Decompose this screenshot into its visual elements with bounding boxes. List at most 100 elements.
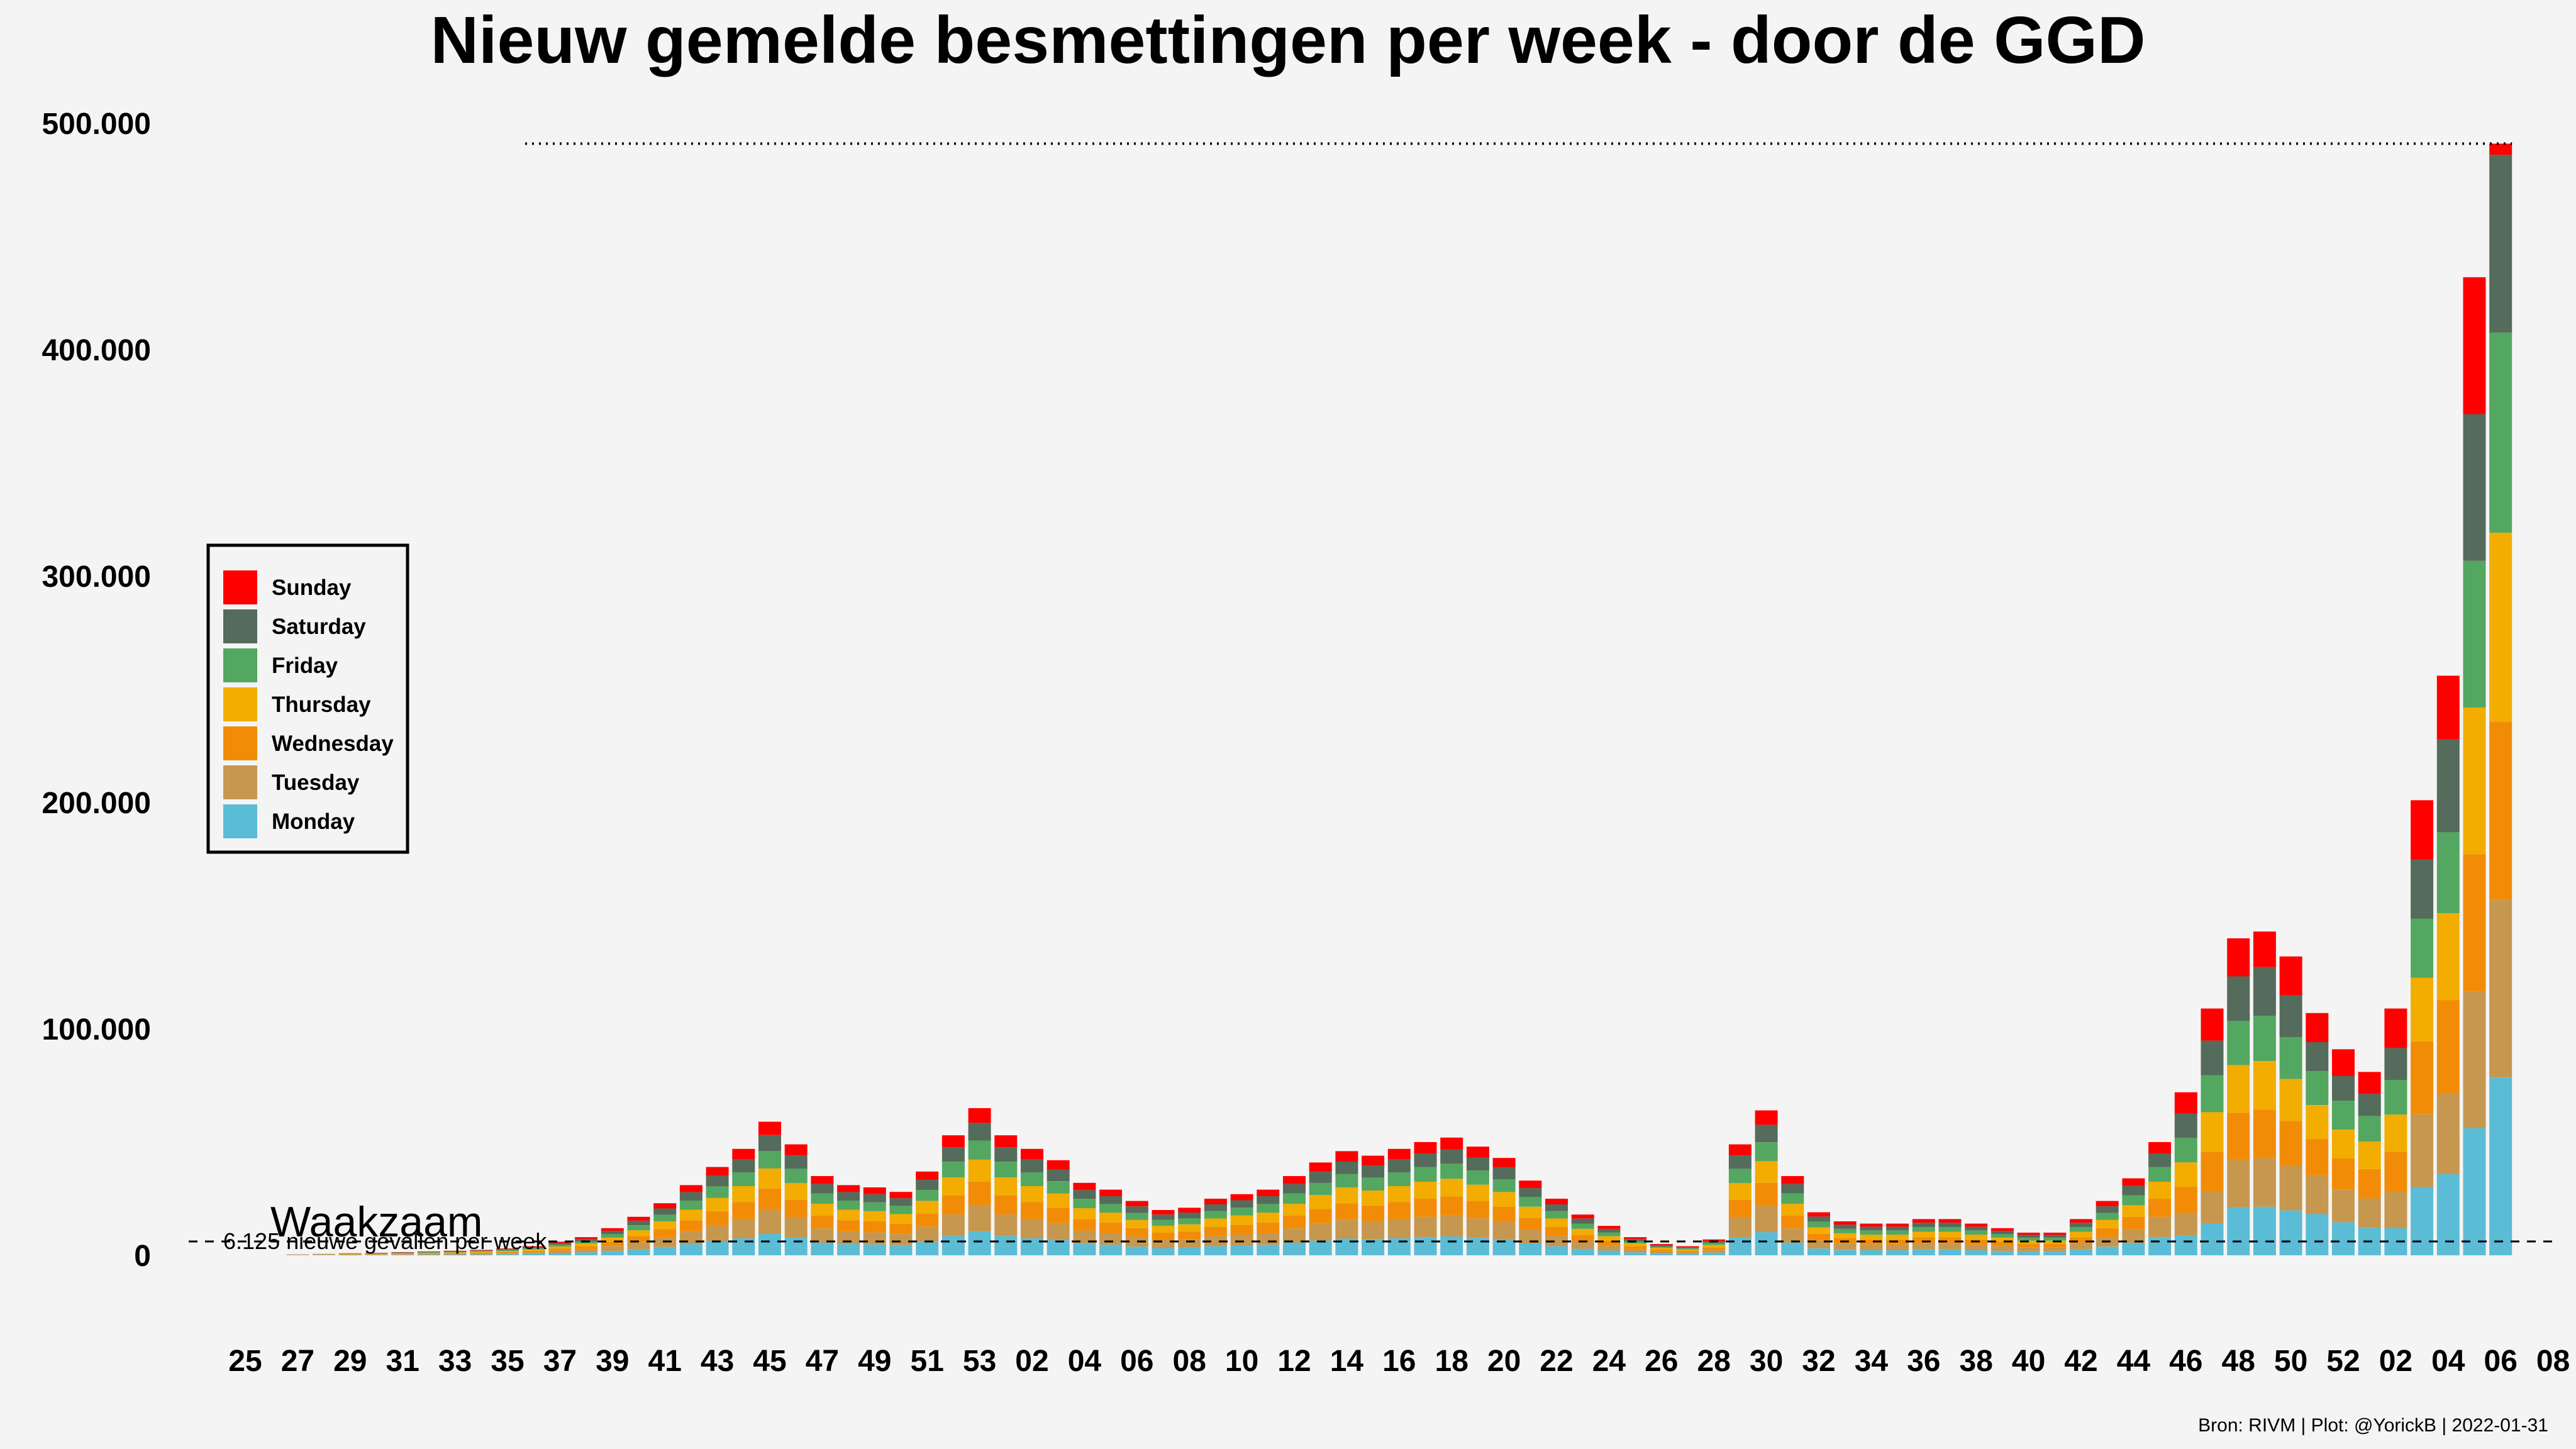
bar-segment-saturday bbox=[627, 1220, 650, 1226]
bar-segment-tuesday bbox=[2122, 1229, 2145, 1243]
bar-segment-tuesday bbox=[1571, 1241, 1594, 1249]
x-axis: 25 27 29 31 33 35 37 39 41 43 45 47 49 51 53 02 04 06 08 10… bbox=[228, 1345, 2570, 1378]
bar-segment-sunday bbox=[1152, 1210, 1175, 1215]
bar-segment-tuesday bbox=[732, 1219, 755, 1238]
bar-segment-sunday bbox=[2043, 1233, 2067, 1235]
bar-segment-thursday bbox=[1833, 1233, 1857, 1238]
x-tick-label: 24 bbox=[1592, 1345, 1626, 1378]
bar-segment-saturday bbox=[2070, 1223, 2092, 1228]
bar-segment-friday bbox=[2174, 1138, 2197, 1163]
bar-segment-sunday bbox=[601, 1228, 624, 1231]
bar-segment-sunday bbox=[1387, 1148, 1411, 1160]
bar-segment-thursday bbox=[1466, 1184, 1489, 1201]
bar-segment-friday bbox=[2489, 332, 2512, 533]
legend-label-saturday: Saturday bbox=[272, 614, 366, 639]
bar-segment-wednesday bbox=[732, 1202, 755, 1219]
bar-segment-monday bbox=[1571, 1248, 1594, 1255]
bar-segment-sunday bbox=[2489, 143, 2512, 155]
bar-segment-monday bbox=[2279, 1210, 2302, 1255]
bar-segment-monday bbox=[1414, 1237, 1437, 1255]
bar-segment-sunday bbox=[1492, 1158, 1516, 1168]
bar-segment-friday bbox=[889, 1206, 913, 1214]
bar-segment-thursday bbox=[522, 1249, 545, 1251]
bar-segment-wednesday bbox=[575, 1246, 598, 1250]
bar-segment-sunday bbox=[2332, 1049, 2355, 1076]
bar-segment-wednesday bbox=[1387, 1202, 1411, 1219]
bar-segment-wednesday bbox=[2096, 1228, 2119, 1237]
bar-segment-tuesday bbox=[2463, 991, 2486, 1128]
bar-segment-saturday bbox=[1755, 1124, 1778, 1143]
bar-segment-saturday bbox=[1309, 1172, 1332, 1183]
bar-segment-thursday bbox=[994, 1177, 1018, 1196]
bar-segment-wednesday bbox=[941, 1195, 965, 1215]
bar-segment-monday bbox=[837, 1244, 860, 1255]
bar-segment-monday bbox=[1597, 1250, 1621, 1255]
bar-segment-sunday bbox=[1362, 1155, 1385, 1166]
bar-segment-saturday bbox=[2174, 1113, 2197, 1138]
bar-segment-monday bbox=[1702, 1253, 1726, 1255]
bar-segment-thursday bbox=[1781, 1204, 1804, 1216]
bar-segment-friday bbox=[1571, 1223, 1594, 1229]
bar-segment-sunday bbox=[2096, 1201, 2119, 1207]
bar-segment-friday bbox=[1440, 1163, 1463, 1179]
bar-segment-tuesday bbox=[1046, 1223, 1070, 1240]
bar-segment-saturday bbox=[417, 1252, 440, 1253]
bar-segment-wednesday bbox=[1414, 1199, 1437, 1217]
bar-segment-saturday bbox=[2384, 1048, 2407, 1080]
bar-segment-saturday bbox=[575, 1239, 598, 1241]
x-tick-label: 04 bbox=[2431, 1345, 2465, 1378]
bar-segment-friday bbox=[2436, 832, 2460, 914]
bar-segment-thursday bbox=[941, 1177, 965, 1196]
bar-segment-saturday bbox=[1440, 1149, 1463, 1163]
bar-segment-sunday bbox=[916, 1171, 939, 1180]
bar-segment-tuesday bbox=[575, 1249, 598, 1253]
bar-segment-monday bbox=[968, 1231, 991, 1255]
bar-segment-wednesday bbox=[2201, 1152, 2224, 1191]
bar-segment-friday bbox=[1099, 1204, 1123, 1213]
bar-segment-wednesday bbox=[1178, 1231, 1201, 1240]
bar-segment-sunday bbox=[863, 1187, 886, 1194]
bar-segment-sunday bbox=[2411, 800, 2434, 860]
bar-segment-monday bbox=[1624, 1252, 1647, 1255]
bar-segment-tuesday bbox=[1597, 1245, 1621, 1251]
bar-segment-saturday bbox=[1335, 1162, 1358, 1174]
bar-segment-friday bbox=[470, 1251, 493, 1252]
y-tick-label: 400.000 bbox=[42, 334, 151, 367]
x-tick-label: 08 bbox=[1173, 1345, 1206, 1378]
bar-segment-tuesday bbox=[1912, 1243, 1935, 1250]
bar-segment-thursday bbox=[1257, 1213, 1280, 1223]
x-tick-label: 02 bbox=[1015, 1345, 1048, 1378]
x-tick-label: 16 bbox=[1382, 1345, 1416, 1378]
bar-segment-thursday bbox=[443, 1252, 467, 1253]
x-tick-label: 33 bbox=[438, 1345, 472, 1378]
bar-segment-sunday bbox=[1886, 1223, 1909, 1227]
bar-segment-monday bbox=[1519, 1243, 1542, 1255]
bar-segment-thursday bbox=[2148, 1182, 2172, 1199]
bar-segment-sunday bbox=[496, 1248, 519, 1250]
bar-segment-tuesday bbox=[601, 1246, 624, 1252]
bar-segment-wednesday bbox=[1912, 1237, 1935, 1243]
bar-segment-wednesday bbox=[784, 1199, 808, 1218]
x-tick-label: 50 bbox=[2274, 1345, 2307, 1378]
bar-segment-saturday bbox=[1781, 1184, 1804, 1194]
bar-segment-tuesday bbox=[2489, 899, 2512, 1078]
bar-segment-tuesday bbox=[2253, 1158, 2276, 1207]
bar-segment-sunday bbox=[1571, 1214, 1594, 1219]
bar-segment-friday bbox=[1676, 1248, 1699, 1250]
bar-segment-tuesday bbox=[1965, 1244, 1988, 1250]
bar-segment-sunday bbox=[1676, 1246, 1699, 1247]
legend-swatch-thursday bbox=[223, 687, 257, 721]
bar-segment-tuesday bbox=[1466, 1218, 1489, 1238]
bar-segment-thursday bbox=[1362, 1191, 1385, 1206]
bar-segment-wednesday bbox=[2463, 854, 2486, 992]
bar-segment-tuesday bbox=[1650, 1251, 1673, 1254]
bar-segment-thursday bbox=[1545, 1218, 1568, 1227]
bar-segment-saturday bbox=[1650, 1245, 1673, 1246]
bar-segment-friday bbox=[1990, 1234, 2014, 1238]
bar-segment-tuesday bbox=[1125, 1236, 1148, 1247]
bar-segment-monday bbox=[1965, 1250, 1988, 1255]
bar-segment-monday bbox=[1309, 1240, 1332, 1255]
bar-segment-friday bbox=[1545, 1211, 1568, 1219]
bar-segment-saturday bbox=[1466, 1157, 1489, 1171]
bar-segment-wednesday bbox=[2017, 1244, 2040, 1248]
